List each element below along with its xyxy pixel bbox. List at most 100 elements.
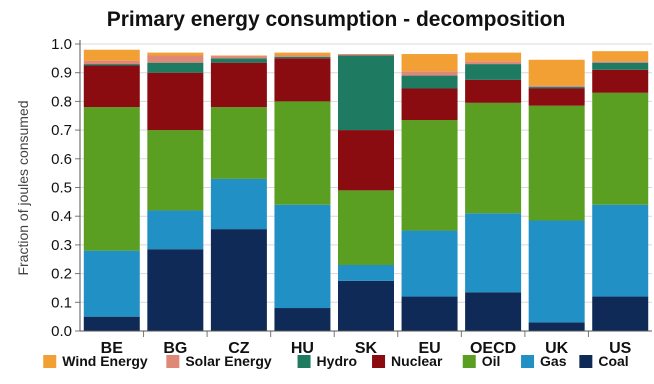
bar-uk-coal (528, 322, 585, 331)
bar-bg-solar-energy (147, 55, 204, 63)
legend-label: Gas (540, 353, 567, 369)
bar-be-gas (83, 250, 140, 317)
chart-title: Primary energy consumption - decompositi… (107, 8, 566, 31)
bar-be-oil (83, 107, 140, 251)
y-tick-label: 0.2 (51, 266, 72, 283)
x-tick-label: BE (101, 340, 124, 357)
y-tick-label: 0.8 (51, 93, 72, 110)
bar-sk-oil (338, 190, 394, 265)
y-tick-label: 1.0 (51, 36, 72, 53)
bar-oecd-nuclear (465, 79, 522, 103)
bar-eu-hydro (401, 75, 458, 89)
bar-cz-solar-energy (210, 56, 267, 59)
x-tick-label: CZ (228, 340, 250, 357)
bar-cz-hydro (210, 58, 267, 63)
x-tick-label: OECD (470, 340, 516, 357)
bar-uk-wind-energy (528, 59, 585, 86)
bar-be-hydro (83, 64, 140, 66)
bar-bg-oil (147, 130, 204, 211)
x-tick-label: EU (418, 340, 440, 357)
legend-swatch-coal (579, 355, 593, 368)
bar-oecd-hydro (465, 64, 522, 80)
x-tick-labels: BE BG CZ HU SK EU OECD UK US (101, 340, 632, 357)
x-tick-label: SK (355, 340, 378, 357)
y-tick-label: 0.9 (51, 65, 72, 82)
legend-swatch-solar-energy (166, 355, 180, 368)
bar-be-wind-energy (83, 49, 140, 61)
bar-eu-nuclear (401, 88, 458, 121)
bar-oecd-solar-energy (465, 61, 522, 65)
y-tick-label: 0.1 (51, 294, 72, 311)
bar-uk-solar-energy (528, 85, 585, 88)
bar-eu-coal (401, 296, 458, 331)
bar-hu-hydro (274, 56, 331, 59)
legend-label: Oil (482, 353, 501, 369)
bar-sk-nuclear (338, 130, 394, 191)
bar-eu-oil (401, 120, 458, 231)
x-tick-label: BG (163, 340, 187, 357)
bars (83, 49, 649, 331)
bar-be-coal (83, 316, 140, 331)
bar-bg-gas (147, 210, 204, 250)
bar-hu-coal (274, 308, 331, 331)
bar-oecd-gas (465, 213, 522, 293)
bar-hu-wind-energy (274, 52, 331, 56)
bar-sk-solar-energy (338, 54, 394, 56)
legend: Wind Energy Solar Energy Hydro Nuclear Oil Ga… (43, 353, 629, 369)
bar-oecd-oil (465, 102, 522, 214)
bar-eu-gas (401, 230, 458, 297)
bar-hu-oil (274, 101, 331, 205)
bar-cz-oil (210, 107, 267, 179)
y-tick-label: 0.3 (51, 237, 72, 254)
y-tick-label: 0.4 (51, 208, 72, 225)
bar-us-coal (592, 296, 649, 331)
bar-cz-wind-energy (210, 55, 267, 57)
legend-swatch-gas (521, 355, 535, 368)
bar-us-hydro (592, 62, 649, 70)
legend-label: Solar Energy (185, 353, 272, 369)
bar-cz-gas (210, 178, 267, 230)
bar-oecd-coal (465, 292, 522, 331)
bar-eu-solar-energy (401, 71, 458, 76)
bar-uk-hydro (528, 87, 585, 89)
bar-bg-nuclear (147, 72, 204, 131)
y-tick-label: 0.0 (51, 323, 72, 340)
legend-swatch-oil (462, 355, 476, 368)
y-axis-label: Fraction of joules consumed (15, 100, 31, 275)
x-tick-label: HU (291, 340, 314, 357)
x-tick-label: UK (545, 340, 569, 357)
bar-be-solar-energy (83, 60, 140, 65)
bar-uk-gas (528, 220, 585, 323)
bar-eu-wind-energy (401, 54, 458, 72)
legend-label: Wind Energy (62, 353, 148, 369)
bar-sk-coal (338, 280, 394, 331)
bar-hu-solar-energy (274, 55, 331, 57)
bar-cz-coal (210, 229, 267, 331)
bar-bg-wind-energy (147, 52, 204, 56)
bar-bg-coal (147, 249, 204, 331)
bar-cz-nuclear (210, 62, 267, 108)
bar-hu-nuclear (274, 58, 331, 102)
bar-us-nuclear (592, 69, 649, 93)
y-tick-label: 0.5 (51, 180, 72, 197)
axes (79, 40, 652, 332)
legend-label: Nuclear (391, 353, 443, 369)
legend-swatch-hydro (297, 355, 311, 368)
legend-swatch-wind-energy (43, 355, 57, 368)
bar-be-nuclear (83, 65, 140, 108)
bar-uk-oil (528, 105, 585, 221)
y-tick-labels: 0.0 0.1 0.2 0.3 0.4 0.5 0.6 0.7 0.8 0.9 1.0 (51, 36, 72, 340)
y-tick-label: 0.6 (51, 151, 72, 168)
bar-us-solar-energy (592, 61, 649, 63)
bar-sk-hydro (338, 55, 394, 131)
bar-hu-gas (274, 204, 331, 309)
bar-us-gas (592, 204, 649, 297)
bar-bg-hydro (147, 62, 204, 73)
legend-label: Hydro (317, 353, 357, 369)
bar-us-wind-energy (592, 51, 649, 62)
legend-label: Coal (598, 353, 628, 369)
y-tick-label: 0.7 (51, 122, 72, 139)
x-tick-label: US (609, 340, 632, 357)
